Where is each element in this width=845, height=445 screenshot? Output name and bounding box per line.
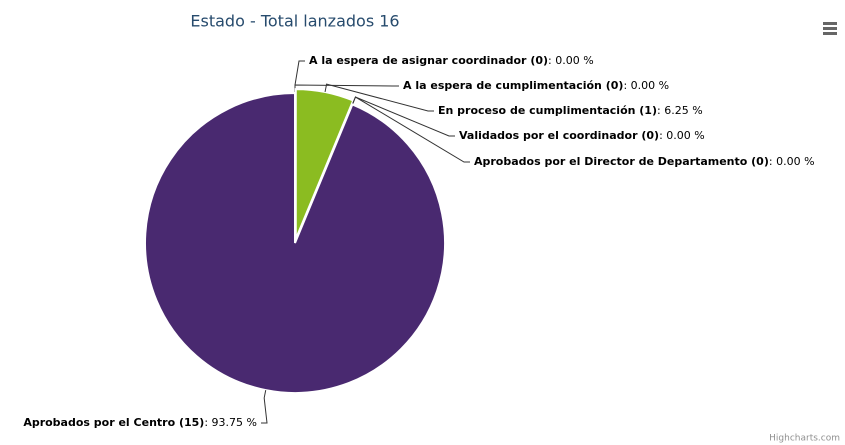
label-name: A la espera de cumplimentación (0): [403, 79, 623, 92]
credits: Highcharts.com: [769, 434, 840, 444]
menu-button[interactable]: [820, 18, 838, 36]
connector: [324, 83, 434, 112]
label-name: Aprobados por el Director de Departament…: [474, 155, 769, 168]
menu-line: [823, 22, 837, 25]
label-separator: :: [657, 104, 664, 117]
connector: [351, 96, 470, 163]
label-separator: :: [623, 79, 630, 92]
label-value: 0.00 %: [776, 155, 814, 168]
pie-slice: [144, 91, 446, 394]
menu-line: [823, 27, 837, 30]
label-separator: :: [548, 54, 555, 67]
label-separator: :: [204, 416, 211, 429]
label-name: Aprobados por el Centro (15): [23, 416, 204, 429]
label-separator: :: [769, 155, 776, 168]
label-value: 0.00 %: [555, 54, 593, 67]
label-name: A la espera de asignar coordinador (0): [309, 54, 548, 67]
data-label: A la espera de asignar coordinador (0): …: [309, 54, 594, 67]
label-value: 6.25 %: [664, 104, 702, 117]
data-label: En proceso de cumplimentación (1): 6.25 …: [438, 104, 703, 117]
label-value: 93.75 %: [212, 416, 257, 429]
menu-line: [823, 32, 837, 35]
label-name: En proceso de cumplimentación (1): [438, 104, 657, 117]
connector: [261, 390, 268, 424]
label-name: Validados por el coordinador (0): [459, 129, 659, 142]
data-label: Aprobados por el Director de Departament…: [474, 155, 815, 168]
label-value: 0.00 %: [666, 129, 704, 142]
pie-slice: [294, 88, 355, 240]
label-separator: :: [659, 129, 666, 142]
data-label: A la espera de cumplimentación (0): 0.00…: [403, 79, 669, 92]
data-label: Validados por el coordinador (0): 0.00 %: [459, 129, 705, 142]
data-label: Aprobados por el Centro (15): 93.75 %: [23, 416, 257, 429]
chart-title: Estado - Total lanzados 16: [190, 12, 399, 31]
label-value: 0.00 %: [631, 79, 669, 92]
